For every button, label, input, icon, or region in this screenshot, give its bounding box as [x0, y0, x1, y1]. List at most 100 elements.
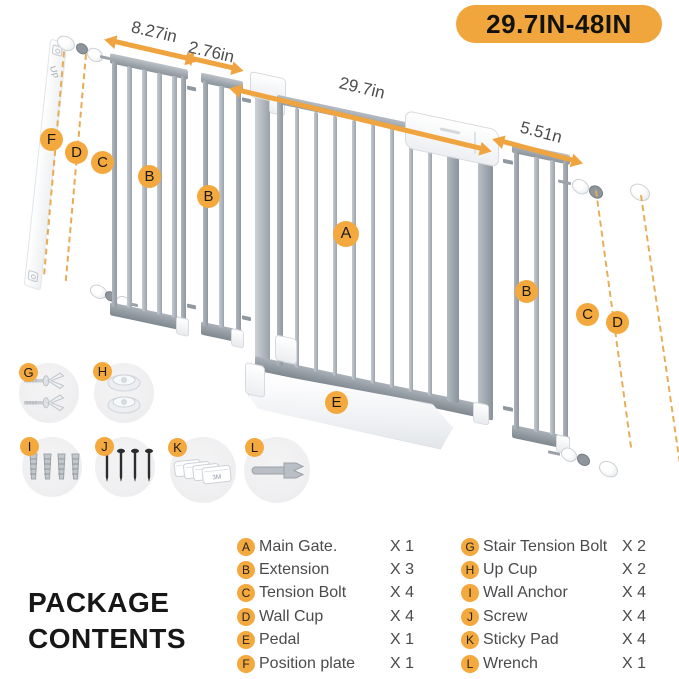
foot-cap	[231, 327, 244, 349]
part-qty: X 4	[390, 607, 415, 625]
part-name: Sticky Pad	[483, 631, 559, 649]
part-name: Pedal	[259, 631, 300, 649]
frame-post	[478, 153, 493, 421]
bar	[428, 135, 432, 397]
bar	[314, 111, 318, 373]
post	[563, 160, 568, 441]
part-row-j: J Screw X 4	[461, 605, 646, 628]
marker-c: C	[576, 303, 599, 326]
part-letter-badge: F	[237, 654, 255, 673]
bar	[142, 68, 147, 313]
marker-i: I	[20, 437, 39, 456]
part-row-e: E Pedal X 1	[237, 629, 414, 652]
marker-g: G	[19, 363, 38, 382]
part-row-a: A Main Gate. X 1	[237, 535, 414, 558]
part-row-c: C Tension Bolt X 4	[237, 582, 414, 605]
bar	[390, 127, 394, 389]
position-plate-up-text: Up	[47, 64, 62, 79]
marker-e: E	[325, 391, 348, 414]
part-letter-badge: D	[237, 607, 255, 626]
marker-b: B	[138, 165, 161, 188]
part-row-k: K Sticky Pad X 4	[461, 629, 646, 652]
marker-f: F	[40, 128, 63, 151]
part-name: Tension Bolt	[259, 584, 347, 602]
part-row-d: D Wall Cup X 4	[237, 605, 414, 628]
tension-bolt-knob-illustration	[572, 177, 589, 197]
part-row-l: L Wrench X 1	[461, 652, 646, 675]
part-qty: X 4	[622, 607, 647, 625]
marker-d: D	[65, 141, 88, 164]
tension-bolt-knob-illustration	[561, 446, 577, 464]
connector-pin	[503, 158, 513, 165]
connector-pin	[242, 97, 251, 104]
part-name: Position plate	[259, 654, 356, 672]
foot-cap	[176, 316, 189, 337]
marker-d: D	[606, 311, 629, 334]
part-qty: X 1	[390, 654, 415, 672]
bar	[127, 65, 132, 309]
bottom-latch	[275, 334, 297, 365]
bar	[295, 107, 299, 369]
part-row-f: F Position plate X 1	[237, 652, 414, 675]
marker-j: J	[95, 437, 114, 456]
part-qty: X 3	[390, 561, 415, 579]
part-row-h: H Up Cup X 2	[461, 558, 646, 581]
part-qty: X 1	[390, 631, 415, 649]
connector-pin	[187, 85, 196, 92]
main-gate-illustration	[250, 70, 499, 426]
part-qty: X 2	[622, 537, 647, 555]
connector-pin	[503, 405, 513, 412]
marker-b: B	[515, 280, 538, 303]
part-qty: X 4	[622, 584, 647, 602]
post	[236, 86, 241, 335]
bar	[371, 123, 375, 385]
section-title: PACKAGE CONTENTS	[28, 585, 186, 657]
marker-k: K	[168, 438, 187, 457]
dashed-guide-line	[64, 53, 87, 282]
size-range-badge: 29.7IN-48IN	[456, 5, 662, 43]
up-cup-icon	[94, 363, 154, 423]
post	[181, 75, 186, 323]
door-post	[447, 128, 459, 404]
part-letter-badge: K	[461, 631, 479, 650]
bar	[409, 131, 413, 393]
bar	[172, 75, 177, 319]
part-letter-badge: E	[237, 631, 255, 650]
section-title-line1: PACKAGE	[28, 587, 170, 618]
part-name: Main Gate.	[259, 537, 338, 555]
part-name: Stair Tension Bolt	[483, 537, 608, 555]
marker-l: L	[245, 438, 264, 457]
brand-mark	[440, 127, 460, 135]
parts-list-right: G Stair Tension Bolt X 2 H Up Cup X 2 I …	[461, 535, 646, 675]
part-name: Up Cup	[483, 561, 538, 579]
part-row-b: B Extension X 3	[237, 558, 414, 581]
handle-notch	[474, 131, 476, 154]
door-post	[277, 96, 283, 367]
part-name: Wall Cup	[259, 607, 324, 625]
pedal-cap	[245, 361, 265, 399]
part-letter-badge: C	[237, 584, 255, 603]
extension-large-illustration	[110, 53, 196, 337]
bar	[157, 72, 162, 316]
part-row-i: I Wall Anchor X 4	[461, 582, 646, 605]
plate-hole-icon	[27, 269, 39, 283]
parts-list-left: A Main Gate. X 1 B Extension X 3 C Tensi…	[237, 535, 414, 675]
part-qty: X 2	[622, 561, 647, 579]
part-qty: X 1	[390, 537, 415, 555]
part-letter-badge: A	[237, 537, 255, 556]
part-letter-badge: J	[461, 607, 479, 626]
bar	[550, 159, 555, 436]
part-qty: X 4	[622, 631, 647, 649]
foot-cap	[473, 401, 489, 426]
frame-post	[255, 84, 270, 374]
wall-cup-illustration	[90, 282, 107, 301]
bar	[333, 115, 337, 377]
marker-a: A	[333, 221, 359, 247]
part-qty: X 4	[390, 584, 415, 602]
part-row-g: G Stair Tension Bolt X 2	[461, 535, 646, 558]
part-letter-badge: L	[461, 654, 479, 673]
part-qty: X 1	[622, 654, 647, 672]
bar	[352, 119, 356, 381]
bar	[219, 85, 224, 329]
